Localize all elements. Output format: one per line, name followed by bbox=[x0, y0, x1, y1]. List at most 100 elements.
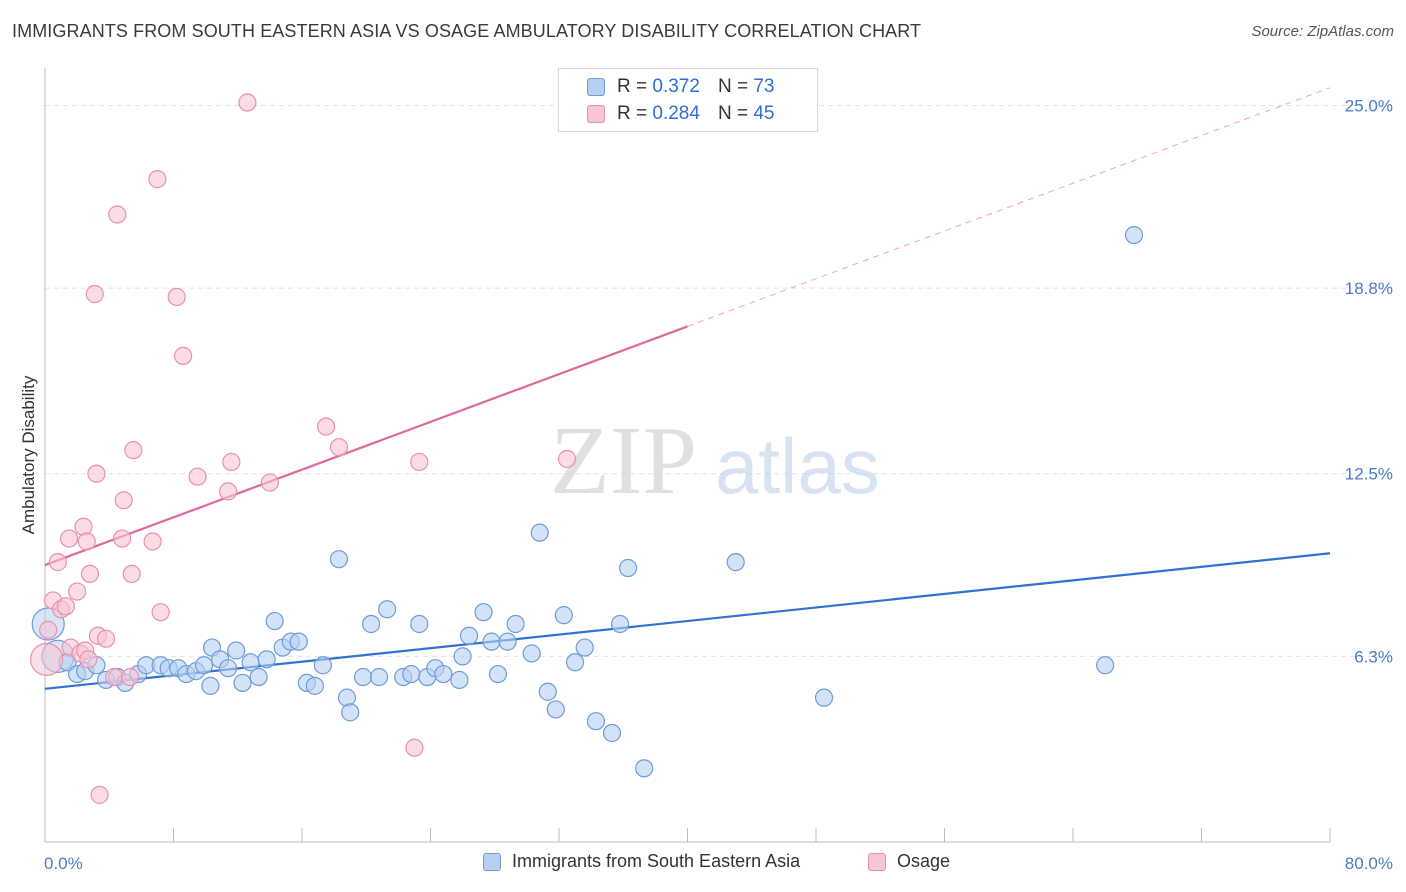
watermark: ZIP atlas bbox=[550, 407, 880, 515]
data-point-immigrants bbox=[402, 664, 421, 684]
data-point-immigrants bbox=[341, 703, 360, 722]
data-point-osage bbox=[87, 464, 106, 483]
y-tick-label: 18.8% bbox=[1345, 279, 1393, 298]
x-tick-max: 80.0% bbox=[1345, 854, 1393, 873]
legend-n-label: N = bbox=[717, 76, 749, 97]
data-point-immigrants bbox=[450, 670, 469, 690]
data-point-osage bbox=[48, 553, 67, 572]
chart-title: IMMIGRANTS FROM SOUTH EASTERN ASIA VS OS… bbox=[12, 21, 922, 41]
data-point-osage bbox=[405, 738, 424, 757]
data-point-immigrants bbox=[329, 550, 349, 569]
bottom-legend-blue: Immigrants from South Eastern Asia bbox=[483, 851, 800, 872]
trend-line-blue bbox=[44, 552, 1331, 690]
data-point-immigrants bbox=[257, 650, 276, 669]
data-point-immigrants bbox=[474, 603, 493, 622]
source-label: Source: ZipAtlas.com bbox=[1251, 23, 1394, 40]
data-point-immigrants bbox=[361, 614, 381, 634]
data-point-osage bbox=[114, 491, 133, 510]
data-point-osage bbox=[77, 532, 96, 551]
data-point-immigrants bbox=[602, 723, 622, 743]
data-point-immigrants bbox=[586, 712, 606, 731]
data-point-osage bbox=[151, 603, 170, 622]
data-point-immigrants bbox=[546, 700, 565, 719]
data-point-osage bbox=[59, 529, 79, 548]
legend-r-value: 0.284 bbox=[652, 103, 700, 124]
data-point-immigrants bbox=[575, 638, 594, 657]
data-point-osage bbox=[410, 452, 429, 472]
data-point-osage bbox=[188, 467, 207, 486]
legend-n-label: N = bbox=[717, 103, 749, 124]
data-point-immigrants bbox=[530, 523, 549, 542]
y-tick-label: 12.5% bbox=[1345, 465, 1393, 484]
data-point-immigrants bbox=[1096, 656, 1115, 675]
data-point-osage bbox=[222, 452, 241, 472]
data-point-immigrants bbox=[522, 644, 541, 663]
data-point-osage bbox=[104, 667, 124, 687]
bottom-legend-swatch-blue bbox=[483, 852, 501, 871]
data-point-osage bbox=[85, 284, 104, 304]
axes bbox=[44, 68, 1331, 843]
data-point-immigrants bbox=[219, 659, 238, 678]
bottom-legend-label-blue: Immigrants from South Eastern Asia bbox=[512, 851, 801, 871]
data-point-immigrants bbox=[498, 632, 517, 651]
data-point-immigrants bbox=[201, 676, 220, 695]
data-point-immigrants bbox=[194, 656, 214, 675]
data-point-osage bbox=[112, 529, 132, 548]
data-point-osage bbox=[148, 170, 167, 189]
trend-line-pink-extension bbox=[687, 87, 1331, 327]
data-point-immigrants bbox=[249, 667, 268, 687]
data-point-osage bbox=[167, 287, 186, 307]
bottom-legend-pink: Osage bbox=[868, 851, 950, 872]
data-point-osage bbox=[39, 620, 58, 639]
data-point-immigrants bbox=[337, 688, 357, 707]
data-point-immigrants bbox=[565, 653, 585, 672]
data-point-osage bbox=[121, 667, 140, 687]
trend-lines bbox=[44, 87, 1331, 690]
data-point-immigrants bbox=[554, 606, 573, 625]
data-point-immigrants bbox=[370, 667, 389, 687]
legend-n-value: 45 bbox=[753, 103, 775, 124]
y-tick-labels: 6.3% 12.5% 18.8% 25.0% bbox=[1345, 96, 1393, 666]
data-point-osage bbox=[68, 582, 87, 601]
data-point-immigrants bbox=[313, 656, 332, 675]
data-point-immigrants bbox=[378, 600, 397, 619]
data-point-immigrants bbox=[610, 614, 630, 634]
data-point-immigrants bbox=[1124, 225, 1144, 245]
data-point-immigrants bbox=[506, 614, 525, 634]
data-point-immigrants bbox=[488, 664, 508, 684]
data-point-osage bbox=[143, 532, 162, 551]
data-point-immigrants bbox=[459, 626, 479, 645]
data-point-immigrants bbox=[227, 641, 246, 660]
data-point-immigrants bbox=[618, 558, 638, 578]
legend-swatch-pink bbox=[587, 105, 605, 123]
y-tick-label: 25.0% bbox=[1345, 96, 1393, 115]
legend-r-label: R = bbox=[617, 76, 648, 97]
legend-n-value: 73 bbox=[753, 76, 775, 97]
data-point-immigrants bbox=[482, 632, 501, 651]
grid-lines bbox=[45, 104, 1393, 657]
y-tick-label: 6.3% bbox=[1354, 647, 1393, 666]
data-point-osage bbox=[30, 642, 64, 676]
y-axis-label: Ambulatory Disability bbox=[19, 375, 38, 534]
data-point-immigrants bbox=[453, 647, 472, 666]
data-point-osage bbox=[174, 346, 193, 365]
stats-legend: R = 0.372 N = 73 R = 0.284 N = 45 bbox=[558, 68, 818, 132]
data-point-immigrants bbox=[410, 614, 429, 634]
legend-row-pink: R = 0.284 N = 45 bbox=[587, 101, 774, 127]
data-point-osage bbox=[316, 417, 336, 436]
watermark-atlas: atlas bbox=[715, 422, 880, 510]
legend-r-label: R = bbox=[617, 103, 648, 124]
data-point-osage bbox=[329, 438, 349, 457]
data-point-osage bbox=[219, 482, 238, 501]
data-point-immigrants bbox=[289, 632, 308, 651]
legend-row-blue: R = 0.372 N = 73 bbox=[587, 74, 774, 100]
bottom-legend-label-pink: Osage bbox=[897, 851, 951, 871]
data-point-osage bbox=[260, 473, 279, 492]
data-point-immigrants bbox=[538, 682, 557, 701]
data-point-osage bbox=[56, 597, 75, 616]
data-point-osage bbox=[80, 564, 100, 584]
data-point-immigrants bbox=[434, 664, 453, 684]
data-point-immigrants bbox=[814, 688, 834, 707]
data-point-osage bbox=[238, 93, 257, 112]
